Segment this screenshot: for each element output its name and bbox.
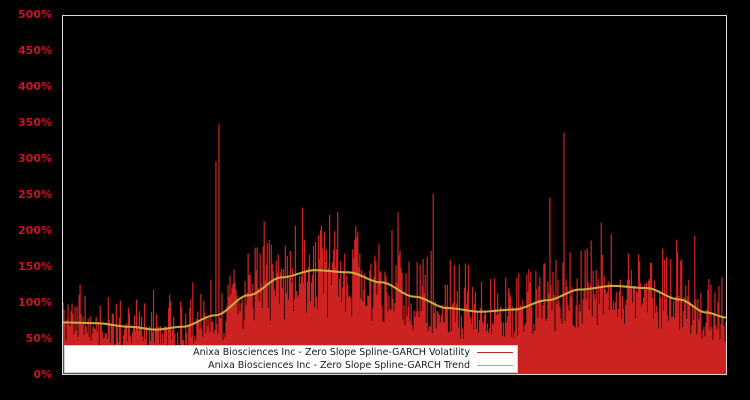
y-axis-tick-150: 150%: [18, 260, 52, 273]
y-axis-tick-450: 450%: [18, 44, 52, 57]
y-axis-tick-100: 100%: [18, 296, 52, 309]
y-axis-tick-400: 400%: [18, 80, 52, 93]
y-axis-tick-labels: 0% 50% 100% 150% 200% 250% 300% 350% 400% 450% 500…: [0, 0, 56, 400]
legend-swatch-trend: [477, 365, 513, 366]
legend-swatch-volatility: [477, 352, 513, 353]
chart-canvas: [63, 123, 726, 374]
y-axis-tick-200: 200%: [18, 224, 52, 237]
plot-area: [62, 15, 727, 375]
chart-legend: Anixa Biosciences Inc - Zero Slope Splin…: [64, 345, 518, 373]
legend-item-trend: Anixa Biosciences Inc - Zero Slope Splin…: [65, 359, 517, 372]
series-trend: [63, 269, 726, 331]
series-volatility: [63, 123, 726, 374]
y-axis-tick-300: 300%: [18, 152, 52, 165]
y-axis-tick-500: 500%: [18, 8, 52, 21]
y-axis-tick-250: 250%: [18, 188, 52, 201]
y-axis-tick-0: 0%: [33, 368, 52, 381]
legend-label-trend: Anixa Biosciences Inc - Zero Slope Splin…: [208, 359, 470, 371]
y-axis-tick-350: 350%: [18, 116, 52, 129]
y-axis-tick-50: 50%: [25, 332, 52, 345]
legend-item-volatility: Anixa Biosciences Inc - Zero Slope Splin…: [65, 346, 517, 359]
legend-label-volatility: Anixa Biosciences Inc - Zero Slope Splin…: [193, 346, 470, 358]
